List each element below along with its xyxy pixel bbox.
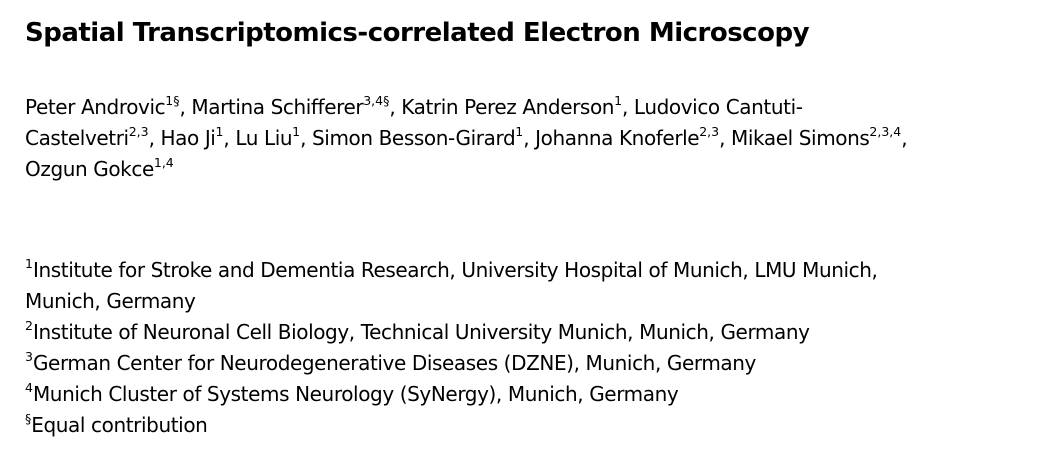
author-name: , Hao Ji — [148, 126, 216, 150]
paper-title: Spatial Transcriptomics-correlated Elect… — [25, 18, 810, 48]
affiliation-text: German Center for Neurodegenerative Dise… — [32, 351, 756, 375]
equal-contribution-text: Equal contribution — [31, 413, 208, 437]
author-affiliation-marker: 2,3,4 — [869, 124, 902, 140]
author-affiliation-marker: 1 — [215, 124, 224, 140]
author-affiliation-marker: 1,4 — [153, 155, 174, 171]
author-name: , Ludovico Cantuti- — [622, 95, 803, 119]
author-name: , Johanna Knoferle — [523, 126, 700, 150]
author-name: , Lu Liu — [223, 126, 293, 150]
author-affiliation-marker: 2,3 — [699, 124, 720, 140]
affiliation-number: 3 — [25, 349, 33, 365]
author-affiliation-marker: 2,3 — [128, 124, 149, 140]
affiliation-text: Munich, Germany — [25, 289, 196, 313]
affiliation-4: 4Munich Cluster of Systems Neurology (Sy… — [25, 379, 1035, 410]
author-affiliation-marker: 1 — [292, 124, 301, 140]
author-line-2: Castelvetri2,3, Hao Ji1, Lu Liu1, Simon … — [25, 123, 1035, 154]
author-name: Castelvetri — [25, 126, 129, 150]
author-name: Ozgun Gokce — [25, 157, 154, 181]
affiliation-list: 1Institute for Stroke and Dementia Resea… — [25, 255, 1035, 441]
affiliation-text: Institute of Neuronal Cell Biology, Tech… — [32, 320, 810, 344]
author-affiliation-marker: 1 — [614, 93, 623, 109]
author-name: , Simon Besson-Girard — [300, 126, 516, 150]
author-name: , Mikael Simons — [719, 126, 870, 150]
author-affiliation-marker: 1 — [515, 124, 524, 140]
author-name: , Martina Schifferer — [179, 95, 364, 119]
author-line-1: Peter Androvic1§, Martina Schifferer3,4§… — [25, 92, 1035, 123]
affiliation-text: Institute for Stroke and Dementia Resear… — [32, 258, 878, 282]
affiliation-number: 4 — [25, 380, 33, 396]
affiliation-number: 1 — [25, 256, 33, 272]
affiliation-1-continued: Munich, Germany — [25, 286, 1035, 317]
equal-contribution-marker: § — [25, 411, 32, 427]
author-name: Peter Androvic — [25, 95, 166, 119]
author-name: , Katrin Perez Anderson — [389, 95, 615, 119]
affiliation-1: 1Institute for Stroke and Dementia Resea… — [25, 255, 1035, 286]
equal-contribution-note: §Equal contribution — [25, 410, 1035, 441]
author-affiliation-marker: 1§ — [165, 93, 180, 109]
affiliation-text: Munich Cluster of Systems Neurology (SyN… — [32, 382, 679, 406]
affiliation-3: 3German Center for Neurodegenerative Dis… — [25, 348, 1035, 379]
author-separator: , — [901, 126, 908, 150]
author-affiliation-marker: 3,4§ — [363, 93, 390, 109]
author-line-3: Ozgun Gokce1,4 — [25, 154, 1035, 185]
affiliation-2: 2Institute of Neuronal Cell Biology, Tec… — [25, 317, 1035, 348]
affiliation-number: 2 — [25, 318, 33, 334]
author-list: Peter Androvic1§, Martina Schifferer3,4§… — [25, 92, 1035, 185]
